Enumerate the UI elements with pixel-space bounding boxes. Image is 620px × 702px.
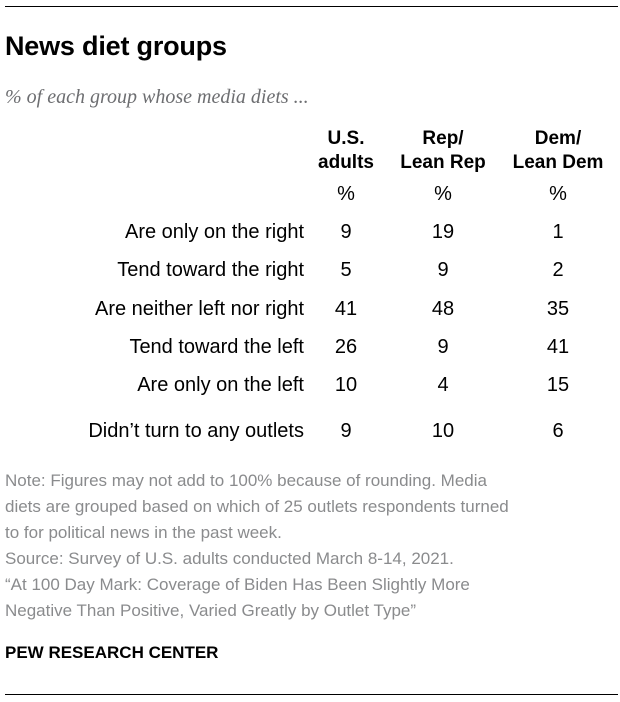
table-cell-value: 35	[546, 298, 570, 320]
chart-title: News diet groups	[5, 31, 227, 61]
source-line: Source: Survey of U.S. adults conducted …	[5, 549, 454, 568]
column-header-line: Lean Rep	[400, 152, 486, 173]
table-cell-value: 26	[334, 336, 358, 358]
unit-label: %	[434, 183, 452, 205]
table-cell-value: 15	[546, 374, 570, 396]
table-cell-value: 10	[431, 420, 455, 442]
row-label: Are only on the left	[137, 374, 304, 396]
top-rule	[5, 6, 618, 7]
table-cell-value: 48	[431, 298, 455, 320]
table-cell-value: 5	[340, 259, 352, 281]
column-header-line: Lean Dem	[512, 152, 604, 173]
column-header-line: U.S.	[327, 128, 365, 149]
table-cell-value: 9	[437, 336, 449, 358]
note-block: Note: Figures may not add to 100% becaus…	[5, 468, 615, 624]
report-title-line: Negative Than Positive, Varied Greatly b…	[5, 601, 417, 620]
row-label: Tend toward the right	[117, 259, 304, 281]
chart-subtitle: % of each group whose media diets ...	[5, 86, 309, 108]
note-line: diets are grouped based on which of 25 o…	[5, 497, 509, 516]
row-label: Are neither left nor right	[95, 298, 304, 320]
row-label: Didn’t turn to any outlets	[88, 420, 304, 442]
column-header-line: Dem/	[534, 128, 582, 149]
table-cell-value: 41	[334, 298, 358, 320]
table-cell-value: 6	[552, 420, 564, 442]
row-label: Tend toward the left	[129, 336, 304, 358]
table-cell-value: 19	[431, 221, 455, 243]
pew-logo-text: PEW RESEARCH CENTER	[5, 643, 219, 662]
table-cell-value: 9	[340, 420, 352, 442]
column-header: U.S. adults	[318, 127, 374, 175]
table-cell-value: 10	[334, 374, 358, 396]
unit-label: %	[337, 183, 355, 205]
table-cell-value: 1	[552, 221, 564, 243]
column-header-line: Rep/	[422, 128, 464, 149]
table-cell-value: 4	[437, 374, 449, 396]
table-cell-value: 41	[546, 336, 570, 358]
column-header: Rep/Lean Rep	[400, 127, 486, 175]
note-line: to for political news in the past week.	[5, 523, 282, 542]
report-title-line: “At 100 Day Mark: Coverage of Biden Has …	[5, 575, 470, 594]
row-label: Are only on the right	[125, 221, 304, 243]
note-line: Note: Figures may not add to 100% becaus…	[5, 471, 487, 490]
column-header-line: adults	[318, 152, 374, 173]
table-cell-value: 9	[340, 221, 352, 243]
table-cell-value: 2	[552, 259, 564, 281]
unit-label: %	[549, 183, 567, 205]
column-header: Dem/Lean Dem	[513, 127, 604, 175]
table-cell-value: 9	[437, 259, 449, 281]
bottom-rule	[5, 694, 618, 695]
